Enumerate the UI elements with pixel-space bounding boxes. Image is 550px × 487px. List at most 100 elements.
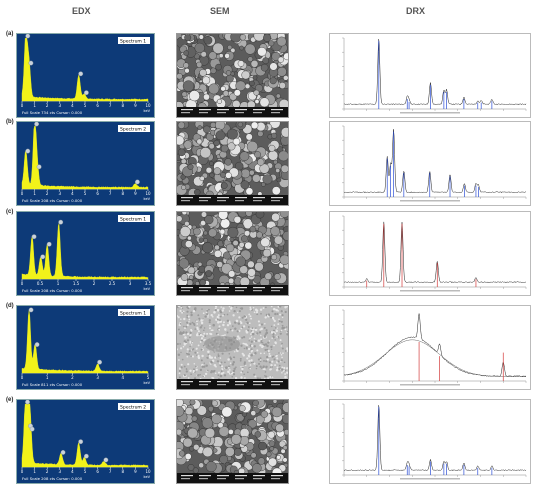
sem-micrograph-panel bbox=[176, 121, 289, 206]
edx-footer: Full Scale 208 cts Cursor: 0.000 bbox=[22, 198, 83, 203]
edx-unit-label: keV bbox=[144, 381, 151, 385]
drx-pattern-panel bbox=[329, 121, 531, 206]
edx-tick-label: 9 bbox=[134, 469, 137, 474]
edx-tick-label: 0.5 bbox=[37, 281, 44, 286]
edx-spectrum-trace bbox=[21, 125, 149, 190]
edx-peak-marker bbox=[46, 241, 52, 247]
edx-tick-label: 5 bbox=[84, 191, 87, 196]
edx-tick-label: 8 bbox=[122, 191, 125, 196]
edx-peak-marker bbox=[83, 453, 89, 459]
edx-spectrum-trace bbox=[21, 309, 149, 374]
edx-spectrum-trace bbox=[21, 37, 149, 102]
edx-peak-marker bbox=[34, 342, 40, 347]
spectrum-label: Spectrum 2 bbox=[120, 127, 146, 133]
edx-peak-marker bbox=[83, 90, 89, 96]
row-label: (b) bbox=[6, 119, 14, 125]
edx-tick-label: 6 bbox=[96, 191, 99, 196]
edx-tick-label: 10 bbox=[145, 103, 151, 108]
edx-tick-label: 6 bbox=[96, 469, 99, 474]
drx-fit-curve bbox=[343, 339, 526, 377]
edx-peak-marker bbox=[103, 457, 109, 463]
edx-tick-label: 3 bbox=[129, 281, 132, 286]
row-label: (c) bbox=[6, 209, 14, 215]
edx-tick-label: 0 bbox=[21, 191, 24, 196]
edx-peak-marker bbox=[28, 307, 34, 313]
edx-tick-label: 8 bbox=[122, 103, 125, 108]
edx-tick-label: 3 bbox=[59, 469, 62, 474]
edx-tick-label: 1 bbox=[46, 375, 49, 380]
drx-pattern-trace bbox=[343, 313, 527, 378]
edx-tick-label: 8 bbox=[122, 469, 125, 474]
edx-footer: Full Scale 208 cts Cursor: 0.000 bbox=[22, 288, 83, 293]
edx-peak-marker bbox=[78, 71, 84, 77]
spectrum-label: Spectrum 2 bbox=[120, 405, 146, 411]
spectrum-label-box bbox=[118, 215, 150, 222]
drx-pattern-panel bbox=[329, 33, 531, 118]
drx-pattern-trace bbox=[343, 221, 527, 284]
edx-tick-label: 0 bbox=[21, 103, 24, 108]
spectrum-label-box bbox=[118, 37, 150, 44]
sem-micrograph-panel bbox=[176, 305, 289, 390]
spectrum-label: Spectrum 1 bbox=[120, 217, 146, 223]
spectrum-label-box bbox=[118, 403, 150, 410]
edx-peak-marker bbox=[31, 234, 37, 240]
edx-peak-marker bbox=[29, 426, 35, 432]
drx-pattern-trace bbox=[343, 39, 527, 106]
edx-tick-label: 1 bbox=[33, 191, 36, 196]
edx-tick-label: 3 bbox=[96, 375, 99, 380]
edx-tick-label: 10 bbox=[145, 191, 151, 196]
edx-peak-marker bbox=[58, 219, 64, 225]
drx-pattern-trace bbox=[343, 405, 527, 472]
edx-tick-label: 7 bbox=[109, 191, 112, 196]
edx-tick-label: 5 bbox=[147, 375, 150, 380]
edx-unit-label: keV bbox=[144, 197, 151, 201]
edx-footer: Full Scale 734 cts Cursor: 0.000 bbox=[22, 110, 83, 115]
edx-footer: Full Scale 208 cts Cursor: 0.000 bbox=[22, 476, 83, 481]
edx-spectrum-trace bbox=[21, 223, 149, 280]
header-edx: EDX bbox=[72, 6, 91, 16]
edx-unit-label: keV bbox=[144, 287, 151, 291]
edx-tick-label: 2.5 bbox=[109, 281, 116, 286]
edx-tick-label: 4 bbox=[71, 191, 74, 196]
row-label: (e) bbox=[6, 397, 14, 403]
edx-tick-label: 9 bbox=[134, 103, 137, 108]
header-sem: SEM bbox=[210, 6, 230, 16]
sem-micrograph-panel bbox=[176, 399, 289, 484]
sem-micrograph-panel bbox=[176, 33, 289, 118]
edx-tick-label: 3.5 bbox=[145, 281, 152, 286]
drx-pattern-panel bbox=[329, 399, 531, 484]
edx-spectrum-trace bbox=[21, 403, 149, 468]
drx-pattern-panel bbox=[329, 211, 531, 296]
edx-peak-marker bbox=[25, 148, 31, 154]
edx-tick-label: 4 bbox=[122, 375, 125, 380]
edx-peak-marker bbox=[36, 164, 42, 170]
edx-tick-label: 1 bbox=[33, 103, 36, 108]
edx-tick-label: 1.5 bbox=[73, 281, 80, 286]
drx-pattern-trace bbox=[343, 129, 527, 194]
sem-micrograph-panel bbox=[176, 211, 289, 296]
edx-peak-marker bbox=[28, 60, 34, 66]
edx-spectrum-panel: Spectrum 1 0 1 2 3 4 5 keV Full Scale 811 cts Cu… bbox=[16, 305, 155, 390]
edx-peak-marker bbox=[40, 254, 46, 260]
edx-tick-label: 2 bbox=[46, 191, 49, 196]
spectrum-label-box bbox=[118, 309, 150, 316]
edx-tick-label: 0 bbox=[21, 469, 24, 474]
edx-footer: Full Scale 811 cts Cursor: 0.000 bbox=[22, 382, 83, 387]
edx-tick-label: 7 bbox=[109, 469, 112, 474]
edx-tick-label: 5 bbox=[84, 103, 87, 108]
edx-spectrum-panel: Spectrum 2 0 1 2 3 4 5 6 7 8 9 10 keV Full Scale 208 … bbox=[16, 399, 155, 484]
header-drx: DRX bbox=[406, 6, 426, 16]
edx-tick-label: 0 bbox=[21, 375, 24, 380]
edx-tick-label: 6 bbox=[96, 103, 99, 108]
edx-tick-label: 3 bbox=[59, 103, 62, 108]
edx-unit-label: keV bbox=[144, 475, 151, 479]
edx-tick-label: 10 bbox=[145, 469, 151, 474]
edx-tick-label: 4 bbox=[71, 469, 74, 474]
edx-tick-label: 3 bbox=[59, 191, 62, 196]
edx-peak-marker bbox=[25, 34, 31, 39]
drx-pattern-panel bbox=[329, 305, 531, 390]
edx-tick-label: 2 bbox=[93, 281, 96, 286]
edx-spectrum-panel: Spectrum 1 0 1 2 3 4 5 6 7 8 9 10 keV Full Scale 734 … bbox=[16, 33, 155, 118]
spectrum-label: Spectrum 1 bbox=[120, 311, 146, 317]
edx-peak-marker bbox=[34, 122, 39, 127]
